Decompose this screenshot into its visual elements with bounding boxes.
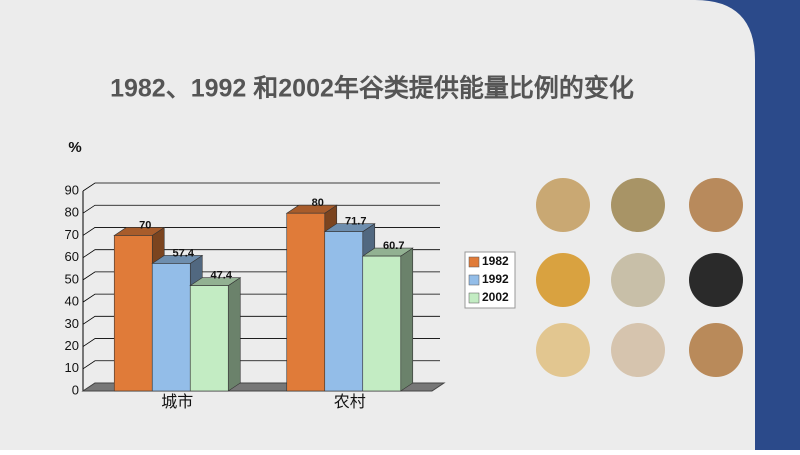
x-tick-label: 城市 [161, 393, 193, 411]
grain-image [689, 178, 743, 232]
grid-line [82, 182, 440, 192]
grain-image [536, 323, 590, 377]
legend-label: 2002 [482, 290, 509, 304]
y-tick-label: 80 [65, 205, 79, 220]
chart-title: 1982、1992 和2002年谷类提供能量比例的变化 [110, 74, 634, 103]
data-label: 71.7 [345, 216, 366, 228]
data-label: 47.4 [211, 270, 233, 282]
legend-swatch [468, 274, 480, 286]
grain-image [611, 178, 665, 232]
legend-swatch [468, 292, 480, 304]
y-tick-label: 90 [65, 182, 79, 197]
bar [189, 285, 229, 392]
grain-image [689, 323, 743, 377]
legend-label: 1992 [482, 272, 509, 286]
y-axis-unit: % [68, 139, 81, 156]
y-tick-label: 50 [65, 271, 79, 286]
legend-swatch [468, 256, 480, 268]
grain-image [611, 253, 665, 307]
data-label: 60.7 [383, 240, 404, 252]
grain-image [536, 253, 590, 307]
y-tick-label: 20 [65, 338, 79, 353]
y-tick-label: 60 [65, 249, 79, 264]
y-tick-label: 10 [65, 360, 79, 375]
bar-side [227, 277, 241, 392]
y-tick-label: 0 [72, 382, 79, 397]
y-tick-label: 70 [65, 227, 79, 242]
y-tick-label: 40 [65, 294, 79, 309]
data-label: 80 [312, 197, 324, 209]
y-tick-label: 30 [65, 316, 79, 331]
grain-image [536, 178, 590, 232]
x-tick-label: 农村 [334, 393, 366, 411]
bar-side [400, 247, 414, 392]
bar [113, 235, 153, 392]
grain-image [611, 323, 665, 377]
data-label: 57.4 [173, 247, 195, 259]
bar [324, 231, 364, 392]
bar [286, 212, 326, 392]
bar [151, 263, 191, 392]
legend-label: 1982 [482, 254, 509, 268]
bar [362, 255, 402, 392]
grain-image [689, 253, 743, 307]
data-label: 70 [139, 219, 151, 231]
grain-images [536, 178, 743, 377]
